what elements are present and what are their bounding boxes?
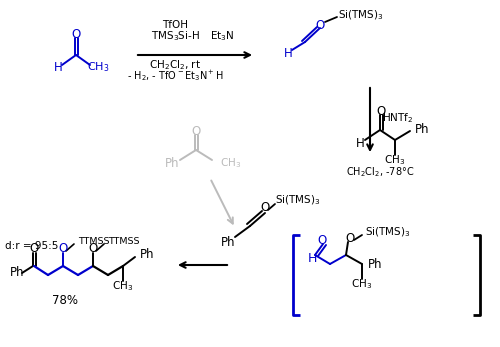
Text: CH$_3$: CH$_3$ — [384, 153, 406, 167]
Text: 78%: 78% — [52, 294, 78, 306]
Text: H: H — [284, 46, 292, 59]
Text: - H$_2$, - TfO$^-$Et$_3$N$^+$H: - H$_2$, - TfO$^-$Et$_3$N$^+$H — [126, 69, 224, 83]
Text: O: O — [260, 201, 270, 213]
Text: H: H — [356, 136, 364, 150]
Text: O: O — [192, 125, 200, 137]
Text: Si(TMS)$_3$: Si(TMS)$_3$ — [275, 193, 320, 207]
Text: O: O — [346, 231, 354, 245]
Text: Si(TMS)$_3$: Si(TMS)$_3$ — [365, 225, 410, 239]
Text: TTMSS: TTMSS — [108, 237, 140, 245]
Text: O: O — [376, 104, 386, 118]
Text: Ph: Ph — [221, 236, 236, 248]
Text: CH$_2$Cl$_2$, -78°C: CH$_2$Cl$_2$, -78°C — [346, 165, 414, 179]
Text: Ph: Ph — [10, 266, 24, 279]
Text: TTMSS: TTMSS — [78, 237, 110, 245]
Text: CH$_3$: CH$_3$ — [87, 60, 109, 74]
Text: H: H — [308, 252, 318, 264]
Text: TMS$_3$Si-H: TMS$_3$Si-H — [150, 29, 200, 43]
Text: d:r = 95:5: d:r = 95:5 — [5, 241, 59, 251]
Text: Ph: Ph — [415, 122, 430, 135]
Text: O: O — [58, 243, 68, 255]
Text: CH$_3$: CH$_3$ — [220, 156, 241, 170]
Text: TfOH: TfOH — [162, 20, 188, 30]
Text: Ph: Ph — [140, 247, 154, 261]
Text: CH$_3$: CH$_3$ — [352, 277, 372, 291]
Text: O: O — [72, 27, 80, 41]
Text: O: O — [318, 234, 326, 246]
Text: O: O — [30, 243, 38, 255]
Text: Ph: Ph — [165, 156, 179, 169]
Text: O: O — [316, 18, 324, 32]
Text: CH$_3$: CH$_3$ — [112, 279, 134, 293]
Text: O: O — [88, 243, 98, 255]
Text: Et$_3$N: Et$_3$N — [210, 29, 234, 43]
Text: CH$_2$Cl$_2$, rt: CH$_2$Cl$_2$, rt — [149, 58, 201, 72]
Text: Ph: Ph — [368, 259, 382, 271]
Text: HNTf$_2$: HNTf$_2$ — [382, 111, 414, 125]
Text: H: H — [54, 60, 62, 74]
Text: Si(TMS)$_3$: Si(TMS)$_3$ — [338, 8, 384, 22]
